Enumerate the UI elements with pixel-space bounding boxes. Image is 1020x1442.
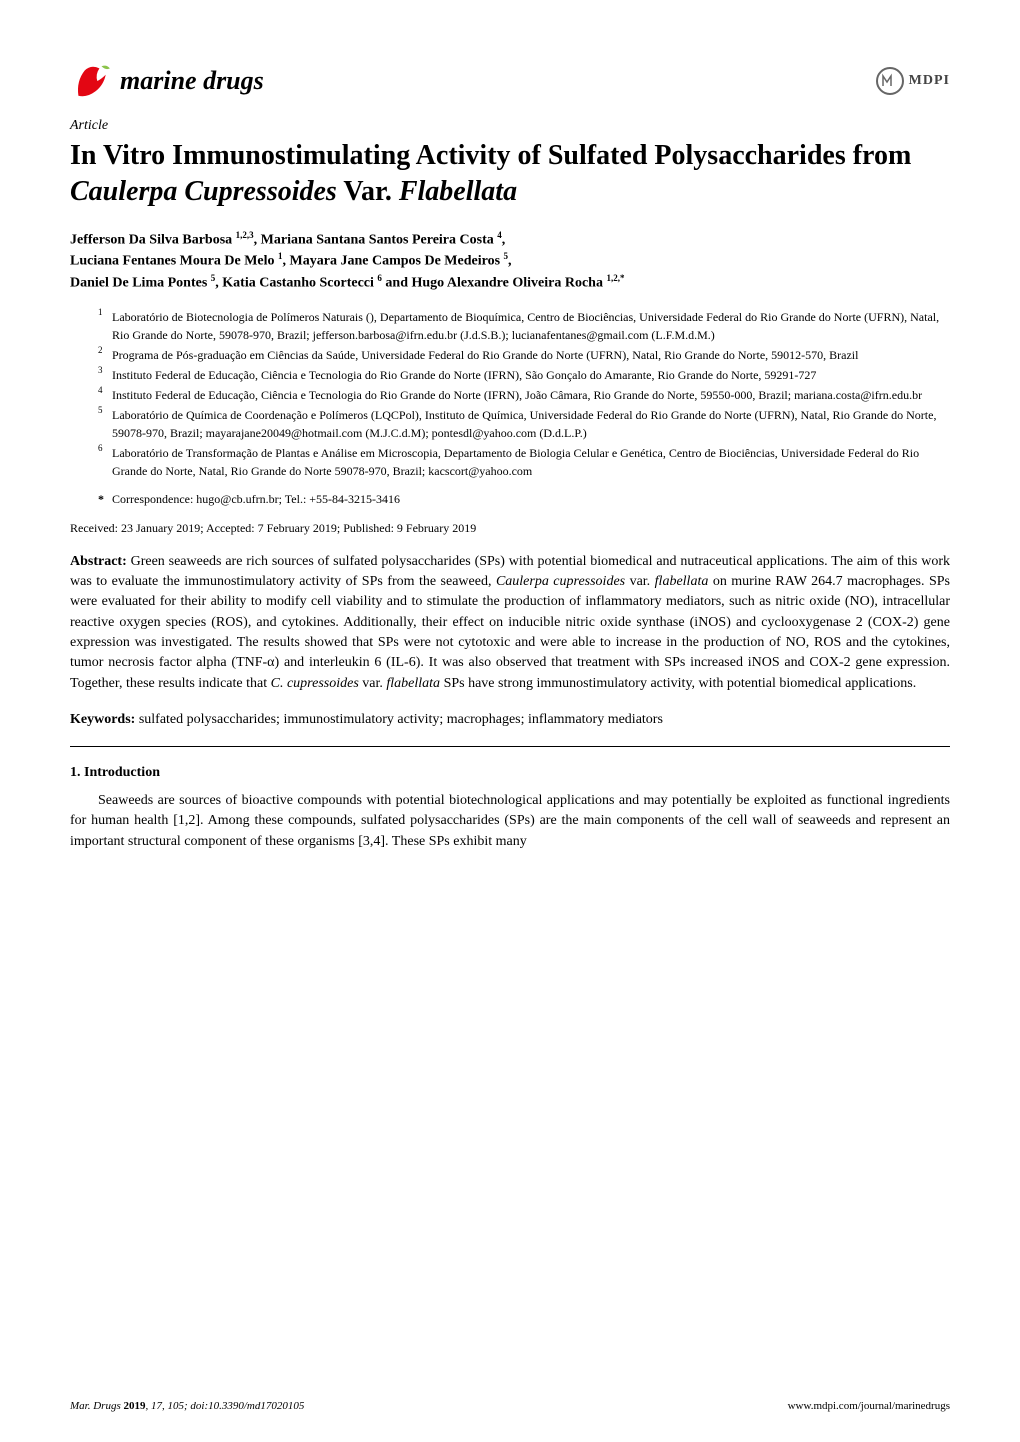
header-row: marine drugs MDPI [70, 60, 950, 102]
affiliation-text: Programa de Pós-graduação em Ciências da… [112, 346, 950, 364]
affiliation-marker: 2 [98, 344, 112, 362]
abstract-text: var. [359, 676, 387, 691]
abstract-text: on murine RAW 264.7 macrophages. SPs wer… [70, 574, 950, 690]
article-dates: Received: 23 January 2019; Accepted: 7 F… [70, 521, 950, 536]
page-footer: Mar. Drugs 2019, 17, 105; doi:10.3390/md… [70, 1400, 950, 1412]
affiliation-text: Instituto Federal de Educação, Ciência e… [112, 386, 950, 404]
abstract-text: var. [625, 574, 655, 589]
affiliation-item: 6 Laboratório de Transformação de Planta… [98, 444, 950, 480]
affiliation-text: Laboratório de Química de Coordenação e … [112, 406, 950, 442]
article-type: Article [70, 118, 950, 134]
body-paragraph: Seaweeds are sources of bioactive compou… [70, 791, 950, 852]
keywords-text: sulfated polysaccharides; immunostimulat… [135, 712, 663, 727]
abstract-species: flabellata [386, 676, 440, 691]
abstract-label: Abstract: [70, 554, 127, 569]
author-segment: , [502, 232, 506, 247]
affiliation-text: Instituto Federal de Educação, Ciência e… [112, 366, 950, 384]
affiliation-item: 4 Instituto Federal de Educação, Ciência… [98, 386, 950, 404]
abstract-text: SPs have strong immunostimulatory activi… [440, 676, 916, 691]
title-text: In Vitro Immunostimulating Activity of S… [70, 140, 911, 171]
section-heading: 1. Introduction [70, 765, 950, 781]
affiliation-marker: 5 [98, 404, 112, 440]
publisher-name: MDPI [909, 73, 950, 89]
abstract-species: C. cupressoides [271, 676, 359, 691]
author-segment: , Katia Castanho Scortecci [215, 276, 377, 291]
marine-drugs-icon [70, 60, 112, 102]
affiliation-item: 1 Laboratório de Biotecnologia de Políme… [98, 308, 950, 344]
affiliation-marker: 4 [98, 384, 112, 402]
mdpi-icon [875, 66, 905, 96]
title-species-1: Caulerpa Cupressoides [70, 176, 337, 207]
affiliation-text: Laboratório de Biotecnologia de Polímero… [112, 308, 950, 344]
abstract-species: flabellata [655, 574, 709, 589]
abstract-species: Caulerpa cupressoides [496, 574, 625, 589]
affiliations-list: 1 Laboratório de Biotecnologia de Políme… [70, 308, 950, 480]
abstract: Abstract: Green seaweeds are rich source… [70, 552, 950, 694]
author-segment: Jefferson Da Silva Barbosa [70, 232, 236, 247]
author-affref: 1,2,3 [236, 230, 254, 240]
authors: Jefferson Da Silva Barbosa 1,2,3, Marian… [70, 229, 950, 294]
affiliation-marker: 1 [98, 306, 112, 342]
author-segment: , Mariana Santana Santos Pereira Costa [254, 232, 498, 247]
affiliation-marker: 3 [98, 364, 112, 382]
correspondence-marker: * [98, 492, 112, 507]
author-segment: Luciana Fentanes Moura De Melo [70, 254, 278, 269]
title-mid: Var. [337, 176, 399, 207]
journal-name: marine drugs [120, 66, 264, 96]
affiliation-item: 2 Programa de Pós-graduação em Ciências … [98, 346, 950, 364]
footer-year: 2019 [121, 1400, 146, 1412]
affiliation-item: 5 Laboratório de Química de Coordenação … [98, 406, 950, 442]
article-title: In Vitro Immunostimulating Activity of S… [70, 138, 950, 211]
footer-url: www.mdpi.com/journal/marinedrugs [788, 1400, 950, 1412]
correspondence: * Correspondence: hugo@cb.ufrn.br; Tel.:… [70, 492, 950, 507]
correspondence-text: Correspondence: hugo@cb.ufrn.br; Tel.: +… [112, 492, 400, 507]
affiliation-text: Laboratório de Transformação de Plantas … [112, 444, 950, 480]
footer-left: Mar. Drugs 2019, 17, 105; doi:10.3390/md… [70, 1400, 304, 1412]
author-segment: Daniel De Lima Pontes [70, 276, 211, 291]
journal-logo: marine drugs [70, 60, 264, 102]
section-divider [70, 746, 950, 747]
author-segment: , Mayara Jane Campos De Medeiros [283, 254, 504, 269]
publisher-logo: MDPI [875, 66, 950, 96]
keywords-label: Keywords: [70, 712, 135, 727]
title-species-2: Flabellata [399, 176, 517, 207]
footer-citation: , 17, 105; doi:10.3390/md17020105 [145, 1400, 304, 1412]
author-affref: 1,2,* [606, 273, 624, 283]
affiliation-item: 3 Instituto Federal de Educação, Ciência… [98, 366, 950, 384]
author-segment: and Hugo Alexandre Oliveira Rocha [382, 276, 607, 291]
keywords: Keywords: sulfated polysaccharides; immu… [70, 710, 950, 730]
author-segment: , [508, 254, 512, 269]
footer-journal: Mar. Drugs [70, 1400, 121, 1412]
affiliation-marker: 6 [98, 442, 112, 478]
